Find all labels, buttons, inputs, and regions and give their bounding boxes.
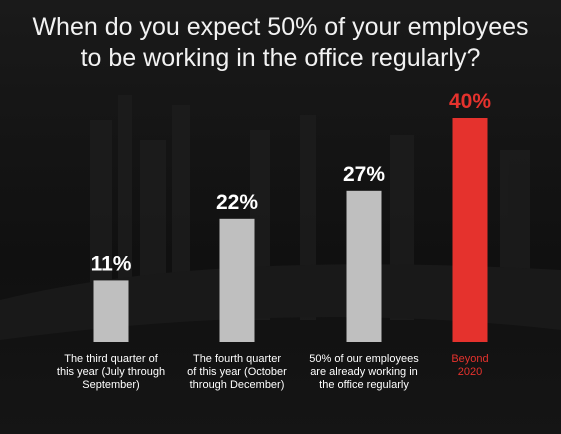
category-label-4: Beyond 2020	[451, 353, 488, 378]
bar-4	[452, 118, 488, 342]
category-label-line: The fourth quarter	[193, 353, 281, 365]
category-label-line: the office regularly	[319, 379, 409, 391]
bar-1	[93, 280, 129, 342]
chart-title: When do you expect 50% of your employees…	[0, 12, 561, 74]
category-label-line: through December)	[190, 379, 285, 391]
bar-3	[346, 190, 382, 342]
category-label-line: of this year (October	[187, 366, 287, 378]
value-label-1: 11%	[91, 252, 132, 275]
category-label-3: 50% of our employees are already working …	[309, 353, 419, 391]
value-label-3: 27%	[343, 163, 385, 186]
chart-title-line-1: When do you expect 50% of your employees	[32, 13, 529, 41]
bar-2	[219, 218, 255, 342]
value-label-4: 40%	[449, 90, 491, 113]
category-label-line: this year (July through	[57, 366, 165, 378]
chart-title-line-2: to be working in the office regularly?	[80, 44, 481, 72]
category-label-line: 50% of our employees	[309, 353, 419, 365]
value-label-2: 22%	[216, 191, 258, 214]
category-label-line: 2020	[458, 366, 482, 378]
category-label-line: Beyond	[451, 353, 488, 365]
category-label-2: The fourth quarter of this year (October t…	[187, 353, 287, 391]
category-label-1: The third quarter of this year (July thro…	[57, 353, 165, 391]
category-label-line: are already working in	[310, 366, 418, 378]
category-label-line: The third quarter of	[64, 353, 158, 365]
category-label-line: September)	[82, 379, 139, 391]
